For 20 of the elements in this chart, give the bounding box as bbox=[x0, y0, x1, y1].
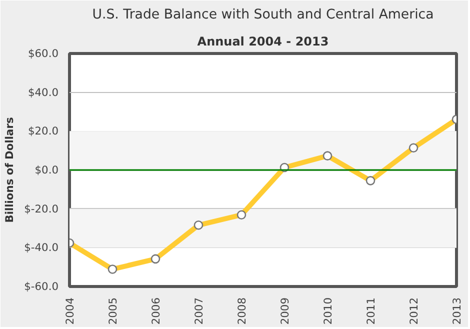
chart-subtitle: Annual 2004 - 2013 bbox=[197, 34, 329, 48]
x-tick-label: 2008 bbox=[236, 297, 248, 325]
y-tick-label: $-20.0 bbox=[24, 202, 59, 216]
x-tick-label: 2010 bbox=[322, 297, 334, 325]
y-tick-label: $40.0 bbox=[28, 86, 59, 99]
x-tick-label: 2007 bbox=[192, 297, 206, 325]
y-tick-label: $20.0 bbox=[28, 124, 59, 138]
x-tick-label: 2005 bbox=[106, 297, 120, 325]
y-axis-title: Billions of Dollars bbox=[3, 117, 16, 223]
x-tick-label: 2009 bbox=[278, 297, 292, 325]
x-tick-label: 2011 bbox=[364, 297, 378, 325]
y-tick-label: $-60.0 bbox=[24, 280, 59, 293]
y-tick-label: $-40.0 bbox=[24, 241, 59, 254]
x-tick-label: 2012 bbox=[408, 297, 420, 325]
x-tick-label: 2006 bbox=[150, 297, 162, 325]
chart-title: U.S. Trade Balance with South and Central America bbox=[92, 8, 434, 22]
x-tick-label: 2013 bbox=[450, 297, 464, 325]
y-tick-label: $0.0 bbox=[34, 164, 59, 176]
y-tick-label: $60.0 bbox=[28, 47, 59, 60]
x-tick-label: 2004 bbox=[64, 297, 76, 325]
